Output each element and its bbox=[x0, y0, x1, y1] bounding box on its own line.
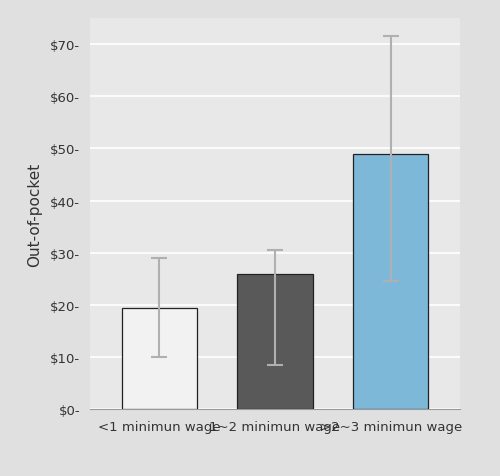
Bar bbox=[238, 274, 312, 409]
Y-axis label: Out-of-pocket: Out-of-pocket bbox=[27, 162, 42, 266]
Bar bbox=[122, 308, 197, 409]
Bar bbox=[353, 154, 428, 409]
